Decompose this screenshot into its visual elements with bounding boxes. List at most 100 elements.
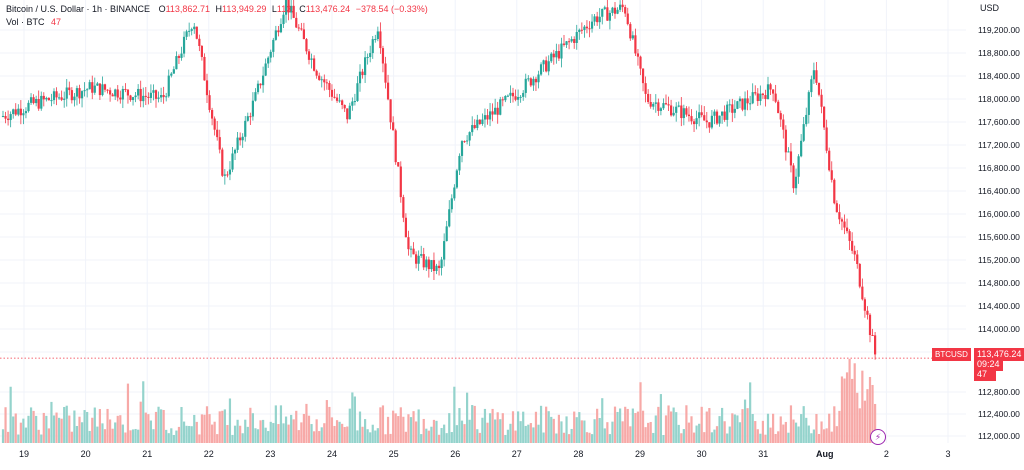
volume-bar xyxy=(789,405,793,443)
candle-body xyxy=(131,97,135,101)
volume-bar xyxy=(680,433,683,443)
candle-body xyxy=(792,165,795,189)
candle-body xyxy=(708,122,711,128)
last-price-tag: 113,476.24 xyxy=(974,348,1024,361)
volume-label[interactable]: Vol · BTC xyxy=(6,17,45,27)
volume-bar xyxy=(509,423,512,443)
candle-body xyxy=(687,114,691,117)
candle-body xyxy=(381,48,385,64)
candle-body xyxy=(328,82,331,90)
volume-bar xyxy=(499,419,502,443)
volume-bar xyxy=(662,434,665,443)
volume-bar xyxy=(167,433,170,443)
volume-bar xyxy=(379,407,382,443)
candle-body xyxy=(195,26,198,39)
candle-body xyxy=(504,96,507,101)
candle-body xyxy=(619,4,622,10)
volume-bar xyxy=(652,432,655,443)
candle-body xyxy=(397,162,400,167)
candle-body xyxy=(532,78,535,86)
candle-body xyxy=(200,45,203,57)
candle-body xyxy=(654,102,657,104)
candle-body xyxy=(407,237,410,250)
volume-bar xyxy=(738,422,742,443)
candle-body xyxy=(236,137,239,150)
candle-body xyxy=(856,254,859,265)
volume-bar xyxy=(639,382,642,443)
candle-body xyxy=(736,101,739,109)
candle-body xyxy=(782,119,785,130)
volume-bar xyxy=(682,429,685,443)
candle-body xyxy=(445,226,448,242)
volume-bar xyxy=(267,431,270,443)
volume-bar xyxy=(37,429,40,443)
candle-body xyxy=(644,83,647,94)
volume-bar xyxy=(784,421,787,443)
candle-body xyxy=(422,254,425,268)
time-axis[interactable]: 19 20 21 22 23 24 25 26 27 28 29 30 31 Aug 2 3 xyxy=(19,449,951,459)
candle-body xyxy=(443,241,446,260)
candle-body xyxy=(866,310,869,315)
price-tick-label: 114,000.00 xyxy=(978,324,1020,334)
volume-bar xyxy=(52,415,56,443)
candle-body xyxy=(800,140,803,157)
chart-legend: Bitcoin / U.S. Dollar · 1h · BINANCE O11… xyxy=(6,3,428,29)
candle-body xyxy=(598,16,601,23)
candle-body xyxy=(211,109,214,119)
volume-bar xyxy=(157,406,160,443)
candle-body xyxy=(448,209,451,227)
volume-bar xyxy=(121,424,124,443)
candle-body xyxy=(300,28,303,30)
volume-bar xyxy=(364,419,367,443)
candle-body xyxy=(415,254,418,264)
volume-bar xyxy=(9,386,12,443)
volume-bar xyxy=(116,415,119,443)
symbol-price-tag: BTCUSD xyxy=(932,348,971,361)
candle-body xyxy=(124,88,127,90)
lightning-icon[interactable]: ⚡ xyxy=(870,429,886,445)
candle-body xyxy=(91,82,94,93)
candle-body xyxy=(379,31,382,49)
grid xyxy=(0,0,966,443)
volume-bar xyxy=(272,423,275,443)
volume-bar xyxy=(341,423,344,443)
price-tick-label: 119,200.00 xyxy=(978,25,1020,35)
volume-bar xyxy=(142,381,145,443)
candle-body xyxy=(460,141,464,156)
candle-body xyxy=(65,87,68,99)
candle-body xyxy=(180,53,183,58)
candle-body xyxy=(677,105,680,107)
volume-bar xyxy=(348,408,351,443)
currency-unit[interactable]: USD xyxy=(980,3,1000,13)
candle-body xyxy=(348,105,351,120)
candle-body xyxy=(228,169,232,175)
candle-body xyxy=(371,39,374,54)
candle-body xyxy=(369,53,372,58)
candle-body xyxy=(851,240,854,251)
candle-body xyxy=(608,12,611,21)
candle-body xyxy=(680,105,683,119)
volume-bar xyxy=(675,412,678,443)
candle-body xyxy=(726,104,729,120)
candle-body xyxy=(165,96,168,98)
volume-bar xyxy=(328,406,331,443)
candle-body xyxy=(573,39,576,43)
candle-body xyxy=(828,150,831,171)
volume-bar xyxy=(580,420,583,443)
change-value: −378.54 (−0.33%) xyxy=(355,4,428,14)
volume-bar xyxy=(807,425,810,443)
candle-body xyxy=(60,97,63,100)
candle-body xyxy=(593,16,596,22)
candle-body xyxy=(455,170,458,188)
volume-bar xyxy=(149,420,152,443)
candle-body xyxy=(80,91,84,99)
candle-body xyxy=(323,79,326,83)
volume-bar xyxy=(182,421,186,443)
candle-body xyxy=(440,259,443,269)
candle-body xyxy=(817,82,821,95)
candle-body xyxy=(203,56,206,81)
volume-bar xyxy=(845,372,849,443)
symbol-title[interactable]: Bitcoin / U.S. Dollar · 1h · BINANCE xyxy=(6,4,151,14)
